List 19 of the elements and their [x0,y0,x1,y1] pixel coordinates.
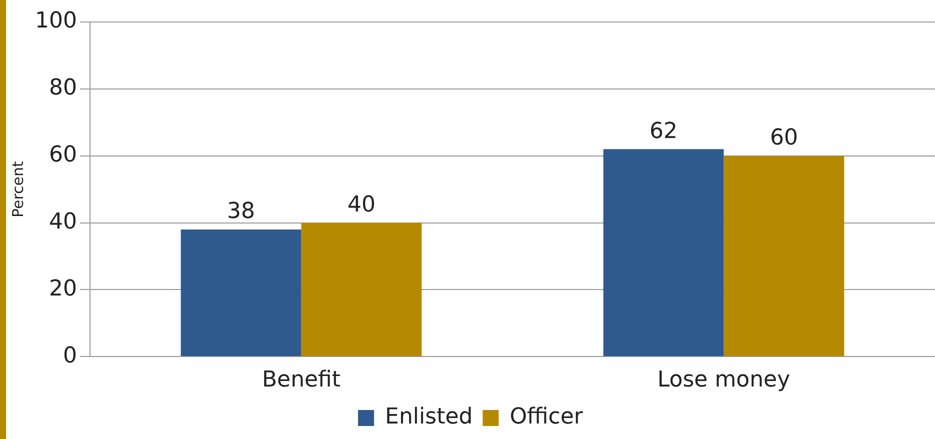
data-label: 40 [347,192,376,218]
bar [603,149,724,356]
y-axis-title: Percent [8,160,27,218]
bar [724,156,844,356]
data-label: 62 [650,118,678,144]
legend-label: Officer [510,404,584,430]
legend-label: Enlisted [385,404,473,430]
y-tick-label: 60 [48,142,77,168]
y-tick-label: 100 [34,8,77,34]
x-tick-label: Benefit [262,368,341,393]
x-tick-label: Lose money [657,368,790,393]
y-tick-label: 20 [48,276,77,302]
bar [180,229,302,356]
y-tick-label: 0 [62,343,77,368]
data-label: 38 [227,199,256,224]
y-tick-label: 40 [48,209,77,234]
data-label: 60 [770,126,798,151]
bar [301,222,422,356]
y-tick-label: 80 [48,76,77,101]
